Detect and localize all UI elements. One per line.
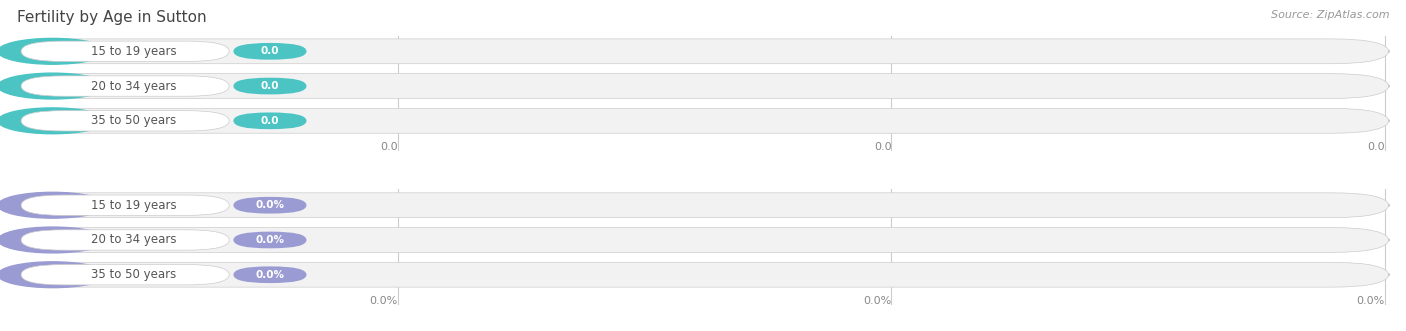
FancyBboxPatch shape [17, 74, 1389, 99]
FancyBboxPatch shape [233, 113, 307, 129]
FancyBboxPatch shape [17, 193, 1389, 218]
FancyBboxPatch shape [17, 228, 1389, 252]
Text: 20 to 34 years: 20 to 34 years [91, 79, 176, 93]
FancyBboxPatch shape [233, 43, 307, 60]
Text: 0.0%: 0.0% [370, 296, 398, 306]
Circle shape [0, 108, 107, 134]
FancyBboxPatch shape [17, 262, 1389, 287]
Circle shape [0, 192, 107, 218]
Text: 0.0%: 0.0% [256, 235, 284, 245]
Text: 20 to 34 years: 20 to 34 years [91, 233, 176, 247]
Text: 0.0%: 0.0% [1357, 296, 1385, 306]
Text: Fertility by Age in Sutton: Fertility by Age in Sutton [17, 10, 207, 25]
FancyBboxPatch shape [233, 266, 307, 283]
FancyBboxPatch shape [17, 109, 1389, 133]
FancyBboxPatch shape [233, 197, 307, 213]
Text: Source: ZipAtlas.com: Source: ZipAtlas.com [1271, 10, 1389, 20]
Text: 0.0: 0.0 [380, 142, 398, 152]
Circle shape [0, 262, 107, 288]
Text: 15 to 19 years: 15 to 19 years [90, 199, 176, 212]
Circle shape [0, 73, 107, 99]
Text: 35 to 50 years: 35 to 50 years [91, 268, 176, 281]
Text: 0.0: 0.0 [873, 142, 891, 152]
Text: 0.0%: 0.0% [256, 200, 284, 210]
Circle shape [0, 227, 107, 253]
Text: 0.0: 0.0 [1367, 142, 1385, 152]
FancyBboxPatch shape [21, 230, 229, 250]
FancyBboxPatch shape [21, 111, 229, 131]
Text: 0.0%: 0.0% [256, 270, 284, 280]
FancyBboxPatch shape [21, 264, 229, 285]
Text: 0.0: 0.0 [260, 46, 280, 56]
FancyBboxPatch shape [21, 76, 229, 96]
Circle shape [0, 38, 107, 64]
Text: 0.0: 0.0 [260, 81, 280, 91]
Text: 35 to 50 years: 35 to 50 years [91, 114, 176, 127]
Text: 15 to 19 years: 15 to 19 years [90, 45, 176, 58]
FancyBboxPatch shape [17, 39, 1389, 64]
Text: 0.0: 0.0 [260, 116, 280, 126]
FancyBboxPatch shape [21, 195, 229, 215]
FancyBboxPatch shape [233, 78, 307, 94]
Text: 0.0%: 0.0% [863, 296, 891, 306]
FancyBboxPatch shape [21, 41, 229, 62]
FancyBboxPatch shape [233, 232, 307, 248]
